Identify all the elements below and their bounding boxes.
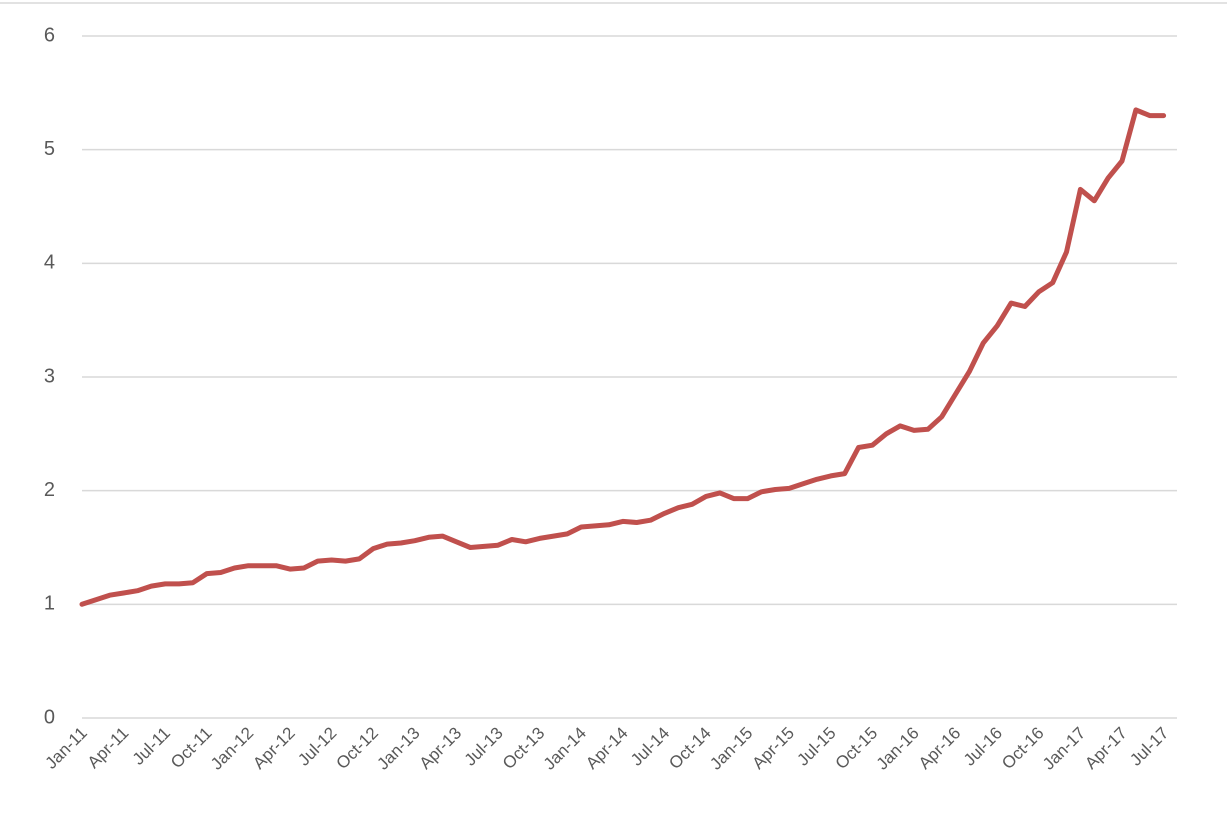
y-tick-label: 0 [44, 706, 55, 728]
x-tick-label: Oct-14 [665, 723, 715, 773]
x-tick-label: Apr-11 [84, 723, 133, 772]
x-tick-label: Apr-17 [1081, 723, 1131, 773]
data-line [79, 107, 1167, 607]
x-tick-label: Oct-16 [998, 723, 1048, 773]
x-tick-label: Jan-15 [706, 723, 756, 773]
y-tick-label: 5 [44, 138, 55, 160]
x-tick-label: Jul-15 [793, 723, 839, 769]
x-tick-label: Jul-13 [461, 723, 507, 769]
x-tick-label: Oct-15 [832, 723, 882, 773]
x-tick-label: Oct-13 [499, 723, 549, 773]
x-tick-label: Apr-15 [749, 723, 799, 773]
x-tick-label: Jan-17 [1039, 723, 1089, 773]
y-tick-label: 4 [44, 252, 55, 274]
x-tick-label: Jan-14 [540, 723, 590, 773]
x-tick-label: Oct-11 [167, 723, 216, 772]
y-tick-label: 3 [44, 365, 55, 387]
x-tick-label: Jan-11 [42, 723, 91, 772]
y-tick-label: 2 [44, 479, 55, 501]
x-tick-label: Jul-14 [627, 723, 673, 769]
x-tick-label: Jul-12 [294, 723, 340, 769]
x-tick-label: Apr-16 [915, 723, 965, 773]
x-tick-label: Jul-16 [960, 723, 1006, 769]
x-tick-label: Jul-17 [1126, 723, 1172, 769]
x-tick-label: Jan-13 [373, 723, 423, 773]
x-tick-label: Jan-12 [207, 723, 257, 773]
x-tick-label: Apr-14 [582, 723, 632, 773]
x-tick-label: Jul-11 [129, 723, 174, 768]
x-tick-label: Jan-16 [873, 723, 923, 773]
x-tick-label: Oct-12 [333, 723, 383, 773]
x-tick-label: Apr-13 [416, 723, 466, 773]
y-tick-label: 1 [44, 593, 55, 615]
x-tick-label: Apr-12 [249, 723, 299, 773]
y-tick-label: 6 [44, 24, 55, 46]
